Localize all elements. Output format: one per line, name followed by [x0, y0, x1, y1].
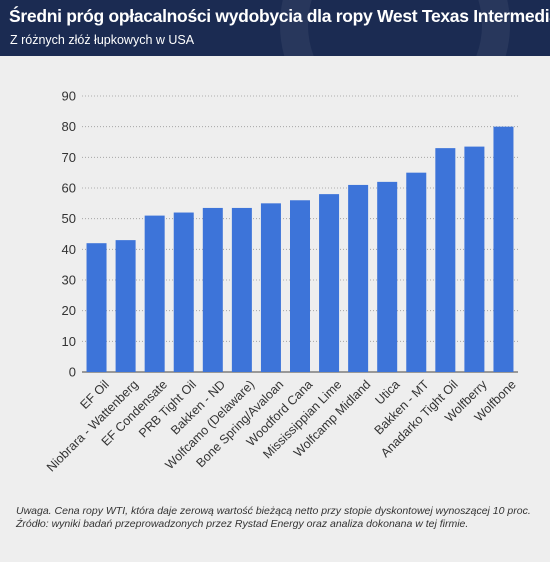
y-tick-label: 70	[62, 150, 76, 165]
bar	[493, 126, 514, 373]
source-note: Źródło: wyniki badań przeprowadzonych pr…	[16, 518, 469, 530]
bar	[144, 215, 165, 372]
y-tick-label: 20	[62, 303, 76, 318]
y-tick-label: 60	[62, 181, 76, 196]
bar	[319, 194, 340, 372]
bar	[115, 240, 136, 372]
bar	[377, 181, 398, 372]
y-tick-label: 80	[62, 119, 76, 134]
bar	[290, 200, 310, 372]
y-tick-label: 30	[62, 273, 76, 288]
footer-notes: Uwaga. Cena ropy WTI, która daje zerową …	[16, 505, 536, 531]
chart-area: 0 10 20 30 40 50 60 70 80 90 EF Oil Niobrara - Watt…	[0, 56, 550, 496]
bar	[173, 212, 194, 372]
bar	[464, 146, 485, 372]
bar	[260, 203, 281, 372]
footnote: Uwaga. Cena ropy WTI, która daje zerową …	[16, 505, 531, 517]
decorative-ring-logo	[280, 0, 510, 56]
y-tick-label: 10	[62, 334, 76, 349]
bar	[231, 207, 252, 372]
chart-subtitle: Z różnych złóż łupkowych w USA	[10, 33, 195, 47]
y-tick-label: 40	[62, 242, 76, 257]
y-tick-label: 0	[69, 365, 76, 380]
bar	[406, 172, 427, 372]
bar	[202, 207, 223, 372]
header-banner: Średni próg opłacalności wydobycia dla r…	[0, 0, 550, 56]
bar	[435, 148, 456, 372]
y-tick-label: 90	[62, 89, 76, 104]
y-tick-label: 50	[62, 211, 76, 226]
bar	[86, 243, 107, 372]
chart-title: Średni próg opłacalności wydobycia dla r…	[9, 6, 550, 26]
bar	[348, 184, 369, 372]
